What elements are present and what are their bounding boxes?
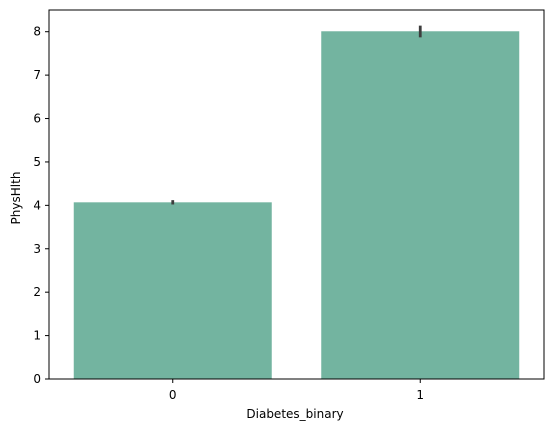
bars-layer	[73, 31, 520, 380]
x-tick-label: 0	[169, 388, 177, 402]
y-tick-label: 2	[33, 285, 41, 299]
y-tick-label: 1	[33, 329, 41, 343]
y-axis-label: PhysHlth	[9, 172, 23, 225]
y-tick-label: 4	[33, 198, 41, 212]
error-bars-layer	[171, 25, 422, 205]
y-tick-label: 3	[33, 242, 41, 256]
y-tick-label: 0	[33, 372, 41, 386]
axes-layer	[48, 9, 545, 380]
y-tick-label: 7	[33, 68, 41, 82]
bar-0	[73, 202, 272, 379]
plot-frame	[48, 9, 545, 380]
bar-1	[321, 31, 520, 380]
y-tick-label: 8	[33, 25, 41, 39]
y-ticks-layer: 0 1 2 3 4 5 6 7 8	[33, 25, 49, 386]
y-tick-label: 6	[33, 112, 41, 126]
x-axis-label: Diabetes_binary	[246, 407, 343, 421]
y-tick-label: 5	[33, 155, 41, 169]
x-tick-label: 1	[416, 388, 424, 402]
